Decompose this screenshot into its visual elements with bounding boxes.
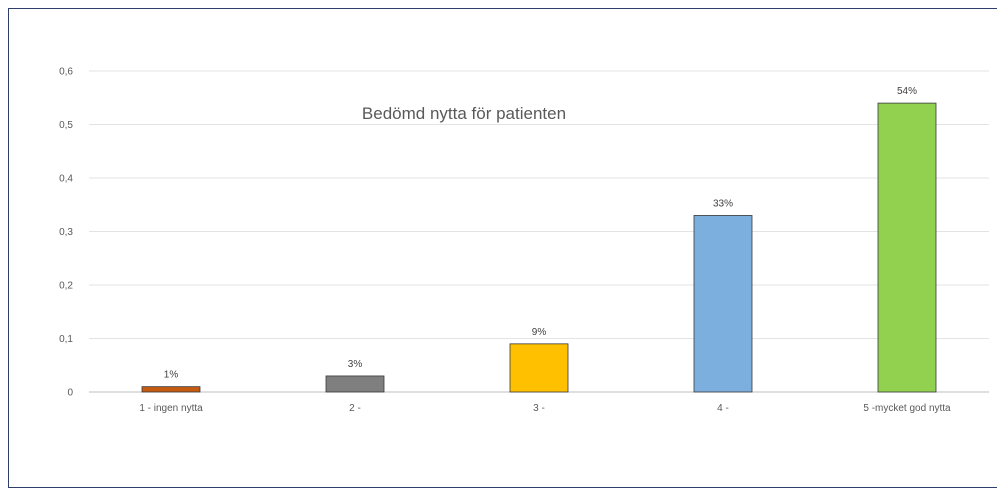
data-label: 1% bbox=[164, 370, 179, 381]
bar bbox=[509, 343, 569, 393]
x-tick-label: 3 - bbox=[533, 403, 545, 414]
data-label: 3% bbox=[348, 359, 363, 370]
x-axis: 1 - ingen nytta 2 - 3 - 4 - 5 -mycket god ny… bbox=[139, 403, 951, 414]
data-label: 9% bbox=[532, 327, 547, 338]
x-tick-label: 2 - bbox=[349, 403, 361, 414]
x-tick-label: 4 - bbox=[717, 403, 729, 414]
y-tick-label: 0,2 bbox=[59, 281, 73, 292]
bar bbox=[693, 215, 753, 393]
data-label: 54% bbox=[897, 86, 917, 97]
x-tick-label: 1 - ingen nytta bbox=[139, 403, 203, 414]
y-tick-label: 0,6 bbox=[59, 67, 73, 78]
chart-frame: 0 0,1 0,2 0,3 0,4 0,5 0,6 1% 3% 9% 33% 54% 1 - ing… bbox=[8, 8, 997, 488]
bar bbox=[877, 102, 937, 393]
bars: 1% 3% 9% 33% 54% bbox=[141, 86, 937, 393]
bar bbox=[141, 386, 201, 393]
y-tick-label: 0,5 bbox=[59, 120, 73, 131]
y-axis: 0 0,1 0,2 0,3 0,4 0,5 0,6 bbox=[59, 67, 73, 399]
bar-chart: 0 0,1 0,2 0,3 0,4 0,5 0,6 1% 3% 9% 33% 54% 1 - ing… bbox=[59, 67, 989, 414]
y-tick-label: 0,3 bbox=[59, 227, 73, 238]
bar bbox=[325, 375, 385, 393]
gridlines bbox=[89, 70, 989, 393]
y-tick-label: 0,1 bbox=[59, 334, 73, 345]
chart-title: Bedömd nytta för patienten bbox=[362, 104, 566, 123]
y-tick-label: 0 bbox=[67, 388, 73, 399]
y-tick-label: 0,4 bbox=[59, 174, 73, 185]
x-tick-label: 5 -mycket god nytta bbox=[863, 403, 951, 414]
data-label: 33% bbox=[713, 198, 733, 209]
